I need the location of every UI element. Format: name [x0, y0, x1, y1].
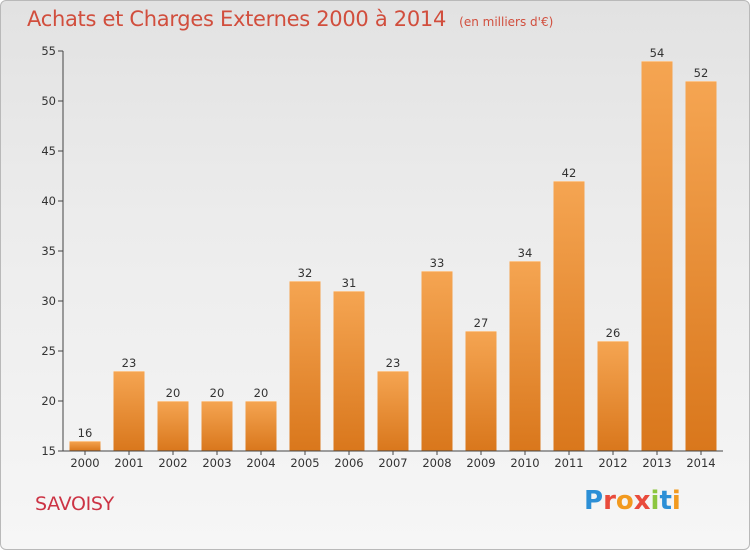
bar-value-label: 32	[298, 266, 313, 280]
chart-subtitle: (en milliers d'€)	[459, 15, 554, 29]
x-tick-label: 2014	[686, 456, 715, 470]
bar-value-label: 23	[122, 356, 137, 370]
y-axis: 15 20 25 30 35 40 45 50 55	[41, 44, 64, 458]
y-tick-label: 30	[41, 294, 56, 308]
logo-letter: x	[633, 486, 651, 516]
x-tick-label: 2001	[114, 456, 143, 470]
bar	[69, 441, 101, 451]
y-tick-label: 35	[41, 244, 56, 258]
bar-value-label: 20	[166, 386, 181, 400]
bar	[421, 271, 453, 451]
y-tick-label: 20	[41, 394, 56, 408]
bar	[509, 261, 541, 451]
bar-value-label: 20	[254, 386, 269, 400]
x-tick-label: 2008	[422, 456, 451, 470]
bar	[553, 181, 585, 451]
proxiti-logo: Proxiti	[584, 486, 681, 516]
bar-value-label: 34	[518, 246, 533, 260]
bars: 16 23 20 20 20 32 31 23 33 27 34 42 26 54 52	[69, 46, 717, 451]
logo-letter: P	[584, 486, 604, 516]
x-tick-label: 2011	[554, 456, 583, 470]
x-tick-label: 2012	[598, 456, 627, 470]
y-tick-label: 50	[41, 94, 56, 108]
bar	[289, 281, 321, 451]
bar-value-label: 52	[694, 66, 709, 80]
bar	[641, 61, 673, 451]
logo-letter: t	[659, 486, 672, 516]
logo-letter: i	[650, 486, 660, 516]
bar-value-label: 33	[430, 256, 445, 270]
x-tick-label: 2007	[378, 456, 407, 470]
logo-letter: r	[603, 486, 616, 516]
x-tick-label: 2005	[290, 456, 319, 470]
bar	[377, 371, 409, 451]
bar	[157, 401, 189, 451]
bar-value-label: 27	[474, 316, 489, 330]
y-tick-label: 15	[41, 444, 56, 458]
bar-value-label: 23	[386, 356, 401, 370]
y-tick-label: 45	[41, 144, 56, 158]
x-tick-label: 2003	[202, 456, 231, 470]
x-tick-label: 2009	[466, 456, 495, 470]
x-axis: 2000 2001 2002 2003 2004 2005 2006 2007 2008 2009…	[63, 450, 723, 470]
bar	[465, 331, 497, 451]
bar	[201, 401, 233, 451]
bar-value-label: 31	[342, 276, 357, 290]
x-tick-label: 2013	[642, 456, 671, 470]
y-tick-label: 25	[41, 344, 56, 358]
x-tick-label: 2006	[334, 456, 363, 470]
logo-letter: i	[671, 486, 681, 516]
chart-title: Achats et Charges Externes 2000 à 2014	[27, 7, 447, 31]
bar	[113, 371, 145, 451]
chart-header: Achats et Charges Externes 2000 à 2014 (…	[27, 7, 553, 31]
y-tick-label: 40	[41, 194, 56, 208]
bar-value-label: 54	[650, 46, 665, 60]
bar-value-label: 16	[78, 426, 93, 440]
bar	[685, 81, 717, 451]
bar-value-label: 20	[210, 386, 225, 400]
bar	[597, 341, 629, 451]
x-tick-label: 2002	[158, 456, 187, 470]
bar-value-label: 42	[562, 166, 577, 180]
bar-value-label: 26	[606, 326, 621, 340]
x-tick-label: 2010	[510, 456, 539, 470]
bar	[333, 291, 365, 451]
bar	[245, 401, 277, 451]
x-tick-label: 2004	[246, 456, 275, 470]
y-tick-label: 55	[41, 44, 56, 58]
logo-letter: o	[615, 486, 634, 516]
x-tick-label: 2000	[70, 456, 99, 470]
place-name: SAVOISY	[35, 493, 114, 515]
